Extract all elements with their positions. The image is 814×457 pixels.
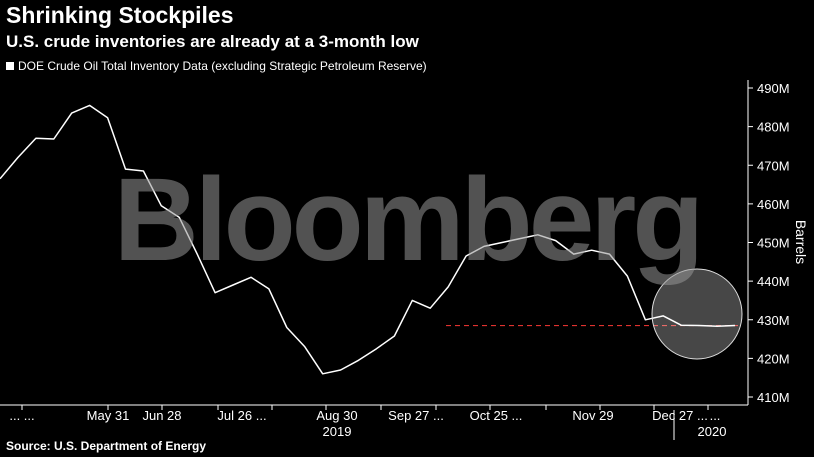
y-tick-label: 420M <box>757 351 790 366</box>
x-tick-label: Jun 28 <box>142 408 181 423</box>
bloomberg-watermark: Bloomberg <box>113 154 705 286</box>
y-tick-label: 410M <box>757 390 790 405</box>
legend-label: DOE Crude Oil Total Inventory Data (excl… <box>18 59 427 73</box>
x-tick-label: ... ... <box>9 408 34 423</box>
series-line <box>0 104 736 375</box>
source-note: Source: U.S. Department of Energy <box>6 439 207 453</box>
highlight-circle <box>651 268 743 360</box>
x-tick-label: Aug 30 <box>316 408 357 423</box>
page-title: Shrinking Stockpiles <box>6 2 234 28</box>
x-year-label: 2020 <box>698 424 727 439</box>
y-tick-label: 430M <box>757 313 790 328</box>
x-tick-label: Sep 27 ... <box>388 408 444 423</box>
x-tick-label: May 31 <box>87 408 130 423</box>
y-tick-label: 470M <box>757 158 790 173</box>
y-tick-label: 490M <box>757 81 790 96</box>
y-tick-label: 480M <box>757 120 790 135</box>
y-tick-label: 440M <box>757 274 790 289</box>
x-year-label: 2019 <box>323 424 352 439</box>
legend-swatch <box>6 62 14 70</box>
x-tick-label: ... <box>710 408 721 423</box>
x-tick-label: Nov 29 <box>572 408 613 423</box>
y-tick-label: 460M <box>757 197 790 212</box>
x-tick-label: Jul 26 ... <box>217 408 266 423</box>
x-tick-label: Oct 25 ... <box>470 408 523 423</box>
page-subtitle: U.S. crude inventories are already at a … <box>6 32 419 51</box>
y-axis-title: Barrels <box>793 220 809 264</box>
x-tick-label: Dec 27 ... <box>652 408 708 423</box>
y-tick-label: 450M <box>757 236 790 251</box>
legend: DOE Crude Oil Total Inventory Data (excl… <box>6 59 427 73</box>
